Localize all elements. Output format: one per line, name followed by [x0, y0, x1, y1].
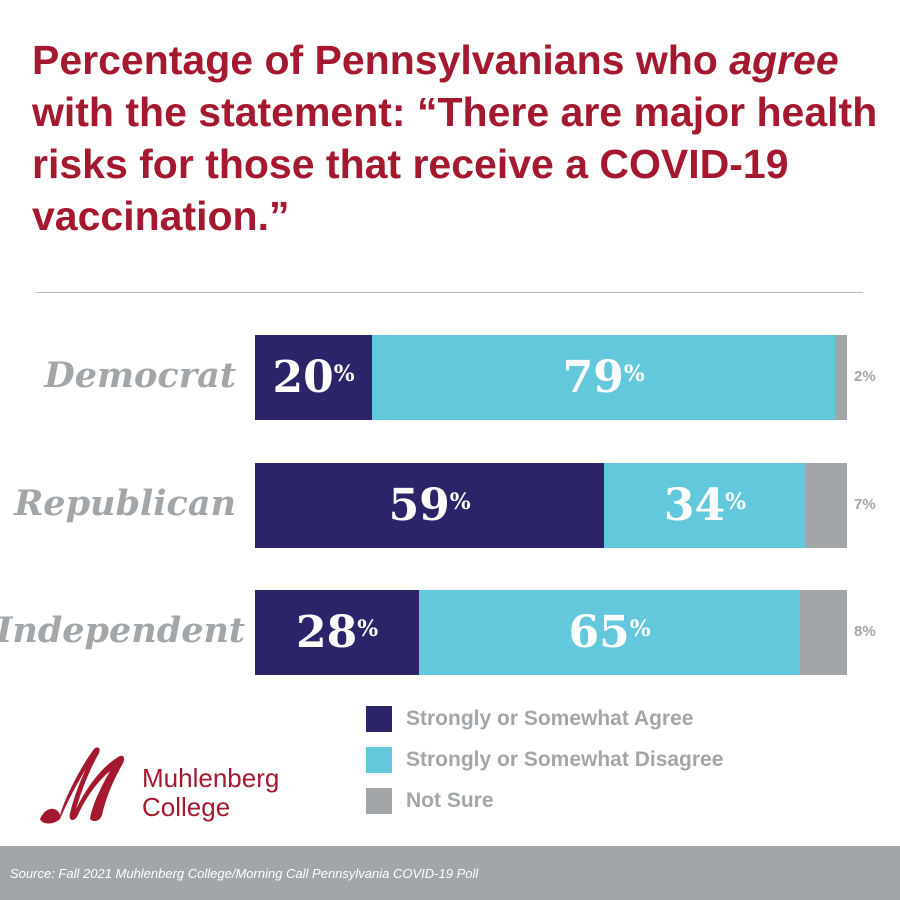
bar-segment: 28% [255, 590, 420, 675]
legend-label: Strongly or Somewhat Agree [406, 707, 694, 730]
logo-line2: College [142, 792, 231, 822]
bar-segment [805, 463, 847, 548]
percent-sign: % [357, 615, 379, 642]
percent-sign: % [623, 360, 645, 387]
muhlenberg-logo [36, 745, 136, 830]
data-label: 20 [272, 352, 334, 403]
source-note: Source: Fall 2021 Muhlenberg College/Mor… [10, 866, 479, 881]
percent-sign: % [725, 488, 746, 515]
m-monogram-icon [40, 747, 125, 824]
bar-segment: 34% [604, 463, 806, 548]
data-label: 79 [562, 352, 624, 403]
not-sure-label: 8% [854, 623, 876, 640]
title-emphasis: agree [729, 37, 839, 83]
logo-line1: Muhlenberg [142, 763, 280, 793]
legend-item: Not Sure [366, 788, 494, 814]
percent-sign: % [333, 360, 355, 387]
category-label: Independent [0, 610, 246, 651]
logo-text: Muhlenberg College [142, 764, 279, 822]
data-label: 59 [388, 480, 450, 531]
divider [36, 292, 863, 293]
bar-segment [800, 590, 847, 675]
bar-segment: 59% [255, 463, 605, 548]
category-label: Republican [14, 483, 236, 524]
bar-row: 20% 79% [255, 335, 847, 420]
data-label: 28 [295, 607, 358, 658]
legend-swatch [366, 788, 392, 814]
legend-label: Not Sure [406, 789, 494, 812]
category-label: Democrat [44, 355, 236, 396]
legend-item: Strongly or Somewhat Disagree [366, 747, 723, 773]
legend-swatch [366, 706, 392, 732]
legend-label: Strongly or Somewhat Disagree [406, 748, 724, 771]
bar-segment: 79% [372, 335, 836, 420]
bar-segment: 65% [419, 590, 801, 675]
footer: Source: Fall 2021 Muhlenberg College/Mor… [0, 846, 900, 900]
title-part: Percentage of Pennsylvanians who [32, 37, 730, 83]
bar-segment [835, 335, 847, 420]
chart-title: Percentage of Pennsylvanians who agree w… [32, 34, 882, 242]
data-label: 65 [568, 607, 630, 658]
data-label: 34 [663, 480, 726, 531]
legend-swatch [366, 747, 392, 773]
percent-sign: % [449, 488, 471, 515]
not-sure-label: 7% [854, 496, 876, 513]
bar-row: 28% 65% [255, 590, 847, 675]
title-part: with the statement: “There are major hea… [32, 89, 878, 239]
bar-row: 59% 34% [255, 463, 847, 548]
bar-segment: 20% [255, 335, 373, 420]
percent-sign: % [629, 615, 651, 642]
legend-item: Strongly or Somewhat Agree [366, 706, 693, 732]
not-sure-label: 2% [854, 368, 876, 385]
